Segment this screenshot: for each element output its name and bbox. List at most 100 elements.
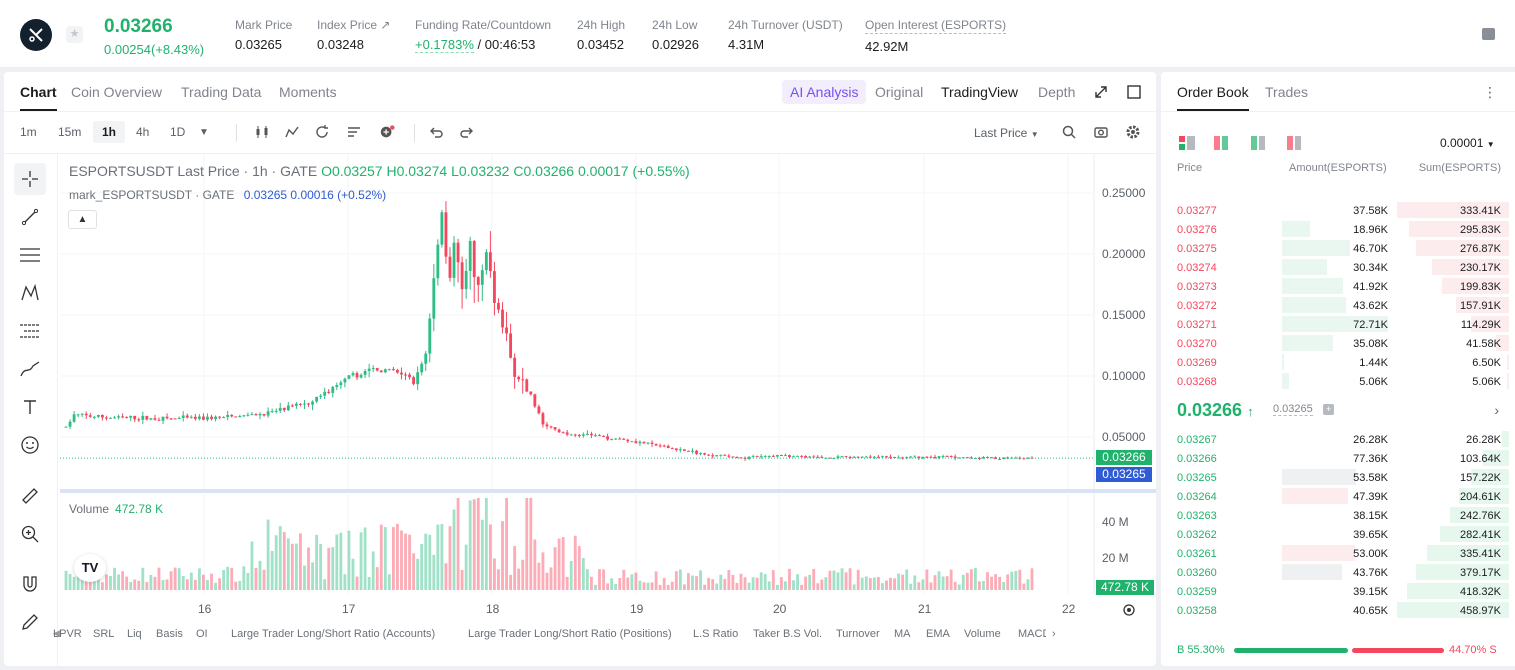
ask-row[interactable]: 0.03268 5.06K 5.06K (1161, 372, 1515, 391)
text-tool[interactable] (14, 391, 46, 423)
indicator-macd[interactable]: MACD (1018, 628, 1046, 640)
price-chart[interactable]: ESPORTSUSDT Last Price · 1h · GATE O0.03… (53, 154, 1156, 666)
candle-type-icon[interactable] (254, 124, 270, 140)
tab-trading-data[interactable]: Trading Data (181, 84, 262, 100)
book-mode-asks-icon[interactable] (1287, 136, 1303, 151)
timeframe-15m[interactable]: 15m (58, 125, 82, 139)
indicator-ma[interactable]: MA (894, 628, 911, 640)
templates-icon[interactable] (346, 124, 362, 140)
indicators-icon[interactable] (284, 124, 300, 140)
favorite-star-icon[interactable]: ★ (66, 26, 83, 43)
ask-row[interactable]: 0.03274 30.34K 230.17K (1161, 258, 1515, 277)
ai-analysis-button[interactable]: AI Analysis (782, 80, 867, 104)
scroll-right-icon[interactable]: › (1052, 628, 1056, 640)
bid-row[interactable]: 0.03264 47.39K 204.61K (1161, 487, 1515, 506)
indicator-basis[interactable]: Basis (156, 628, 183, 640)
timeframe-1m[interactable]: 1m (20, 125, 37, 139)
chart-settings-icon[interactable] (1122, 603, 1136, 617)
book-mode-bids-icon[interactable] (1251, 136, 1267, 151)
indicator-ls-positions[interactable]: Large Trader Long/Short Ratio (Positions… (468, 628, 672, 640)
indicator-liq[interactable]: Liq (127, 628, 142, 640)
ask-row[interactable]: 0.03271 72.71K 114.29K (1161, 315, 1515, 334)
candle-body (157, 419, 161, 421)
timeframe-1d[interactable]: 1D (170, 125, 186, 139)
tab-chart[interactable]: Chart (20, 84, 57, 111)
timeframe-dropdown-icon[interactable]: ▼ (199, 127, 209, 138)
zoom-tool[interactable] (14, 518, 46, 550)
ask-row[interactable]: 0.03275 46.70K 276.87K (1161, 239, 1515, 258)
search-icon[interactable] (1061, 124, 1077, 140)
indicator-taker-vol[interactable]: Taker B.S Vol. (753, 628, 823, 640)
sum-depth-bar (1431, 259, 1509, 275)
timeframe-1h[interactable]: 1h (93, 121, 126, 143)
undo-icon[interactable] (428, 124, 444, 140)
camera-icon[interactable] (1093, 124, 1109, 140)
bid-row[interactable]: 0.03265 53.58K 157.22K (1161, 468, 1515, 487)
add-indicator-icon[interactable] (379, 124, 395, 140)
tab-order-book[interactable]: Order Book (1177, 84, 1249, 111)
replay-icon[interactable] (314, 124, 330, 140)
timeframe-4h[interactable]: 4h (136, 125, 150, 139)
tab-trades[interactable]: Trades (1265, 84, 1309, 100)
indicator-lpvr[interactable]: LPVR (53, 628, 82, 640)
magnet-tool[interactable] (14, 568, 46, 600)
pencil-tool[interactable] (14, 606, 46, 638)
volume-bar (72, 576, 76, 590)
candlestick-chart[interactable] (60, 154, 1156, 622)
candle-body (929, 456, 933, 458)
bid-row[interactable]: 0.03263 38.15K 242.76K (1161, 506, 1515, 525)
indicator-ls-ratio[interactable]: L.S Ratio (693, 628, 739, 640)
indicator-volume[interactable]: Volume (964, 628, 1001, 640)
bid-row[interactable]: 0.03266 77.36K 103.64K (1161, 449, 1515, 468)
ask-row[interactable]: 0.03269 1.44K 6.50K (1161, 353, 1515, 372)
tab-moments[interactable]: Moments (279, 84, 337, 100)
precision-select[interactable]: 0.00001 ▼ (1440, 136, 1495, 150)
price-type-select[interactable]: Last Price ▼ (974, 126, 1039, 140)
view-original[interactable]: Original (875, 84, 924, 100)
gear-icon[interactable] (1125, 124, 1141, 140)
indicator-ema[interactable]: EMA (926, 628, 950, 640)
bid-row[interactable]: 0.03260 43.76K 379.17K (1161, 563, 1515, 582)
more-options-icon[interactable]: ⋮ (1483, 84, 1497, 100)
bid-row[interactable]: 0.03261 53.00K 335.41K (1161, 544, 1515, 563)
ask-row[interactable]: 0.03276 18.96K 295.83K (1161, 220, 1515, 239)
collapse-legend-button[interactable]: ▲ (68, 210, 97, 229)
bid-row[interactable]: 0.03259 39.15K 418.32K (1161, 582, 1515, 601)
funding-rate-value[interactable]: +0.1783% (415, 37, 474, 53)
bid-row[interactable]: 0.03267 26.28K 26.28K (1161, 430, 1515, 449)
view-depth[interactable]: Depth (1038, 84, 1076, 100)
candle-body (444, 212, 448, 257)
chevron-right-icon[interactable]: › (1494, 402, 1499, 418)
indicator-ls-accounts[interactable]: Large Trader Long/Short Ratio (Accounts) (231, 628, 436, 640)
scroll-left-icon[interactable]: ◀ (53, 628, 60, 638)
stat-label: 24h Low (652, 18, 698, 32)
horizontal-lines-tool[interactable] (14, 239, 46, 271)
volume-bar (933, 575, 937, 590)
fib-tool[interactable] (14, 315, 46, 347)
book-mode-both-icon[interactable] (1179, 136, 1195, 151)
emoji-tool[interactable] (14, 429, 46, 461)
redo-icon[interactable] (459, 124, 475, 140)
indicator-oi[interactable]: OI (196, 628, 208, 640)
view-tradingview[interactable]: TradingView (941, 84, 1019, 100)
ask-row[interactable]: 0.03270 35.08K 41.58K (1161, 334, 1515, 353)
plus-icon[interactable]: + (1323, 404, 1334, 415)
ask-row[interactable]: 0.03272 43.62K 157.91K (1161, 296, 1515, 315)
crosshair-tool[interactable] (14, 163, 46, 195)
indicator-srl[interactable]: SRL (93, 628, 115, 640)
trend-line-tool[interactable] (14, 201, 46, 233)
pattern-tool[interactable] (14, 277, 46, 309)
book-icon[interactable] (1482, 28, 1495, 40)
indicator-turnover[interactable]: Turnover (836, 628, 880, 640)
bid-row[interactable]: 0.03262 39.65K 282.41K (1161, 525, 1515, 544)
book-mode-split-icon[interactable] (1214, 136, 1230, 151)
fullscreen-icon[interactable] (1126, 84, 1142, 100)
expand-icon[interactable] (1093, 84, 1109, 100)
ask-row[interactable]: 0.03277 37.58K 333.41K (1161, 201, 1515, 220)
ask-row[interactable]: 0.03273 41.92K 199.83K (1161, 277, 1515, 296)
tab-coin-overview[interactable]: Coin Overview (71, 84, 163, 100)
ruler-tool[interactable] (14, 480, 46, 512)
stat-index-price[interactable]: Index Price ↗ 0.03248 (317, 18, 390, 52)
brush-tool[interactable] (14, 353, 46, 385)
bid-row[interactable]: 0.03258 40.65K 458.97K (1161, 601, 1515, 620)
